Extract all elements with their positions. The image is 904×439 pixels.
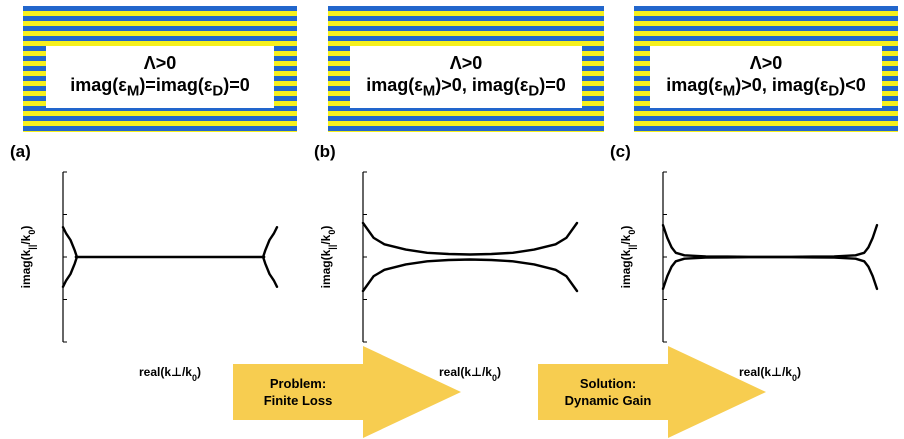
y-axis-label: imag(k||/k0) — [619, 226, 637, 289]
problem-arrow-label: Problem: Finite Loss — [233, 364, 363, 420]
solution-arrow-shape — [538, 346, 766, 438]
dispersion-curve — [61, 255, 79, 288]
condition-label: Λ>0 imag(εM)=imag(εD)=0 — [46, 46, 274, 108]
solution-arrow-line2: Dynamic Gain — [564, 393, 652, 408]
condition-line2: imag(εM)>0, imag(εD)<0 — [666, 74, 866, 100]
dispersion-curve — [661, 223, 879, 258]
y-axis-label: imag(k||/k0) — [19, 226, 37, 289]
condition-label: Λ>0 imag(εM)>0, imag(εD)<0 — [650, 46, 882, 108]
plot-c: real(k⊥/k0) imag(k||/k0) — [619, 171, 879, 383]
dispersion-curve — [361, 258, 579, 293]
metamaterial-box-a: Λ>0 imag(εM)=imag(εD)=0 — [23, 6, 297, 132]
dispersion-curve — [261, 255, 279, 288]
condition-line2: imag(εM)=imag(εD)=0 — [70, 74, 250, 100]
panel-label-c: (c) — [610, 142, 631, 161]
plot-a: real(k⊥/k0) imag(k||/k0) — [19, 171, 279, 383]
solution-arrow — [538, 346, 766, 438]
condition-line1: Λ>0 — [449, 52, 483, 73]
dispersion-curve — [361, 221, 579, 256]
dispersion-curve — [61, 226, 79, 259]
condition-line1: Λ>0 — [143, 52, 177, 73]
problem-arrow-line1: Problem: — [269, 376, 327, 391]
x-axis-label: real(k⊥/k0) — [139, 365, 201, 383]
condition-line2: imag(εM)>0, imag(εD)=0 — [366, 74, 566, 100]
dispersion-curve — [661, 256, 879, 291]
solution-arrow-line1: Solution: — [579, 376, 637, 391]
solution-arrow-label: Solution: Dynamic Gain — [538, 364, 678, 420]
metamaterial-box-b: Λ>0 imag(εM)>0, imag(εD)=0 — [328, 6, 604, 132]
problem-arrow-line2: Finite Loss — [263, 393, 333, 408]
x-axis-label: real(k⊥/k0) — [439, 365, 501, 383]
panel-label-b: (b) — [314, 142, 336, 161]
metamaterial-box-c: Λ>0 imag(εM)>0, imag(εD)<0 — [634, 6, 898, 132]
condition-line1: Λ>0 — [749, 52, 783, 73]
y-axis-label: imag(k||/k0) — [319, 226, 337, 289]
problem-arrow — [233, 346, 461, 438]
dispersion-curve — [261, 226, 279, 259]
problem-arrow-shape — [233, 346, 461, 438]
panel-label-a: (a) — [10, 142, 31, 161]
condition-label: Λ>0 imag(εM)>0, imag(εD)=0 — [350, 46, 582, 108]
plot-b: real(k⊥/k0) imag(k||/k0) — [319, 171, 579, 383]
x-axis-label: real(k⊥/k0) — [739, 365, 801, 383]
